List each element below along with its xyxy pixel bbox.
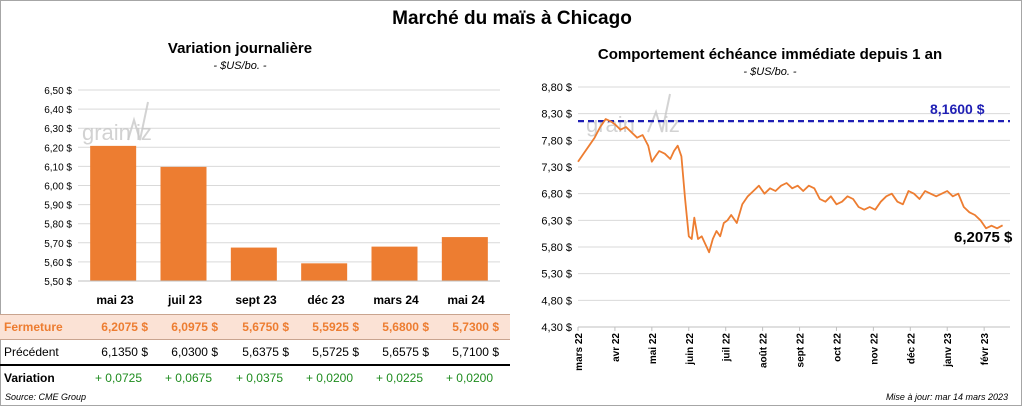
column-header: mai 23 xyxy=(96,293,134,307)
watermark-mark xyxy=(127,101,149,141)
table-cell: 6,0300 $ xyxy=(171,345,218,359)
bar xyxy=(441,237,488,281)
y-tick-label: 6,30 $ xyxy=(541,215,572,227)
table-cell: 5,6575 $ xyxy=(382,345,429,359)
table-cell: 5,6750 $ xyxy=(242,320,289,334)
column-header: déc 23 xyxy=(307,293,345,307)
bar xyxy=(301,263,348,281)
bar xyxy=(371,246,418,281)
row-label: Fermeture xyxy=(4,320,63,334)
x-tick-label: oct 22 xyxy=(832,333,843,362)
bar-chart-unit: - $US/bo. - xyxy=(213,60,267,72)
row-label: Précédent xyxy=(4,345,59,359)
watermark-suffix: iz xyxy=(664,112,680,137)
source-note: Source: CME Group xyxy=(5,392,87,402)
line-chart: 4,30 $ 4,80 $ 5,30 $ 5,80 $ 6,30 $ 6,80 $ 7,30… xyxy=(541,82,1010,371)
line-chart-title: Comportement échéance immédiate depuis 1… xyxy=(597,46,943,63)
y-tick-label: 7,80 $ xyxy=(541,135,572,147)
y-tick-label: 8,80 $ xyxy=(541,82,572,94)
y-tick-label: 4,80 $ xyxy=(541,295,572,307)
y-tick-label: 4,30 $ xyxy=(541,322,572,334)
y-tick-label: 5,80 $ xyxy=(541,242,572,254)
line-chart-unit: - $US/bo. - xyxy=(743,66,797,78)
x-tick-label: mai 22 xyxy=(648,333,659,365)
y-tick-label: 6,30 $ xyxy=(44,124,72,135)
table-row-fermeture: Fermeture 6,2075 $ 6,0975 $ 5,6750 $ 5,5… xyxy=(0,314,510,340)
page-title: Marché du maïs à Chicago xyxy=(392,8,632,29)
table-cell: 6,0975 $ xyxy=(171,320,218,334)
update-note: Mise à jour: mar 14 mars 2023 xyxy=(885,392,1008,402)
bar xyxy=(160,166,207,281)
table-cell: 5,6375 $ xyxy=(242,345,289,359)
price-line xyxy=(577,118,1004,254)
table-cell: + 0,0200 xyxy=(305,371,353,385)
y-tick-label: 5,80 $ xyxy=(44,220,72,231)
bar xyxy=(90,145,137,281)
y-tick-label: 6,40 $ xyxy=(44,105,72,116)
x-tick-label: janv 23 xyxy=(943,333,954,368)
table-cell: + 0,0725 xyxy=(94,371,142,385)
table-cell: + 0,0200 xyxy=(445,371,493,385)
column-header: sept 23 xyxy=(235,293,277,307)
table-row-variation: Variation + 0,0725 + 0,0675 + 0,0375 + 0… xyxy=(0,366,510,390)
y-tick-label: 6,50 $ xyxy=(44,86,72,97)
y-tick-label: 6,00 $ xyxy=(44,182,72,193)
x-tick-label: févr 23 xyxy=(980,333,991,366)
x-tick-label: juin 22 xyxy=(685,333,696,366)
y-tick-label: 5,90 $ xyxy=(44,201,72,212)
x-tick-label: août 22 xyxy=(759,333,770,368)
table-header-row: mai 23 juil 23 sept 23 déc 23 mars 24 ma… xyxy=(0,288,510,312)
y-tick-label: 5,60 $ xyxy=(44,258,72,269)
table-cell: + 0,0225 xyxy=(375,371,423,385)
table-cell: 5,5725 $ xyxy=(312,345,359,359)
table-cell: 5,5925 $ xyxy=(312,320,359,334)
bar-chart-title: Variation journalière xyxy=(167,40,313,57)
bar-chart: 5,50 $ 5,60 $ 5,70 $ 5,80 $ 5,90 $ 6,00 $ 6,10… xyxy=(44,86,500,288)
y-tick-label: 5,70 $ xyxy=(44,239,72,250)
x-tick-label: juil 22 xyxy=(722,333,733,363)
x-tick-label: sept 22 xyxy=(796,333,807,368)
x-tick-label: déc 22 xyxy=(906,333,917,365)
reference-label: 8,1600 $ xyxy=(930,101,985,117)
table-cell: 5,7300 $ xyxy=(452,320,499,334)
y-tick-label: 5,50 $ xyxy=(44,277,72,288)
y-tick-label: 6,80 $ xyxy=(541,189,572,201)
column-header: juil 23 xyxy=(167,293,202,307)
y-tick-label: 6,20 $ xyxy=(44,143,72,154)
table-row-precedent: Précédent 6,1350 $ 6,0300 $ 5,6375 $ 5,5… xyxy=(0,340,510,366)
x-tick-label: mars 22 xyxy=(574,333,585,371)
table-cell: 6,2075 $ xyxy=(101,320,148,334)
price-table: mai 23 juil 23 sept 23 déc 23 mars 24 ma… xyxy=(0,288,510,392)
column-header: mars 24 xyxy=(373,293,419,307)
y-tick-label: 8,30 $ xyxy=(541,109,572,121)
last-price-label: 6,2075 $ xyxy=(954,229,1013,246)
row-label: Variation xyxy=(4,371,55,385)
table-cell: 6,1350 $ xyxy=(101,345,148,359)
table-cell: + 0,0375 xyxy=(235,371,283,385)
x-tick-label: nov 22 xyxy=(869,333,880,365)
y-tick-label: 5,30 $ xyxy=(541,269,572,281)
column-header: mai 24 xyxy=(447,293,485,307)
y-tick-label: 7,30 $ xyxy=(541,162,572,174)
bar xyxy=(230,247,277,281)
watermark-text: grain xyxy=(586,112,635,137)
table-cell: + 0,0675 xyxy=(164,371,212,385)
table-cell: 5,6800 $ xyxy=(382,320,429,334)
y-tick-label: 6,10 $ xyxy=(44,162,72,173)
x-tick-label: avr 22 xyxy=(611,333,622,362)
table-cell: 5,7100 $ xyxy=(452,345,499,359)
watermark-text: grain xyxy=(82,120,131,145)
